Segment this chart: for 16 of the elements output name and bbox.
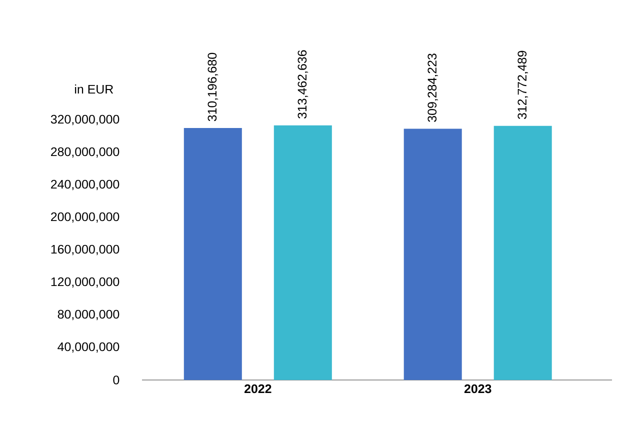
- y-tick-label: 280,000,000: [51, 147, 120, 158]
- y-tick-label: 240,000,000: [51, 180, 120, 190]
- x-tick-label: 2022: [244, 384, 272, 394]
- x-tick-label: 2023: [464, 384, 492, 394]
- y-tick-label: 120,000,000: [51, 277, 120, 288]
- y-axis-title: in EUR: [75, 84, 114, 94]
- data-label: 309,284,223: [428, 54, 438, 122]
- data-label: 312,772,489: [518, 50, 528, 120]
- data-label: 310,196,680: [208, 52, 218, 122]
- y-tick-label: 0: [113, 376, 120, 384]
- y-tick-label: 40,000,000: [58, 342, 120, 353]
- y-tick-label: 160,000,000: [51, 244, 120, 256]
- y-tick-label: 80,000,000: [58, 310, 120, 320]
- y-tick-label: 200,000,000: [51, 212, 120, 223]
- data-label: 313,462,636: [298, 50, 308, 118]
- y-tick-label: 320,000,000: [50, 114, 120, 126]
